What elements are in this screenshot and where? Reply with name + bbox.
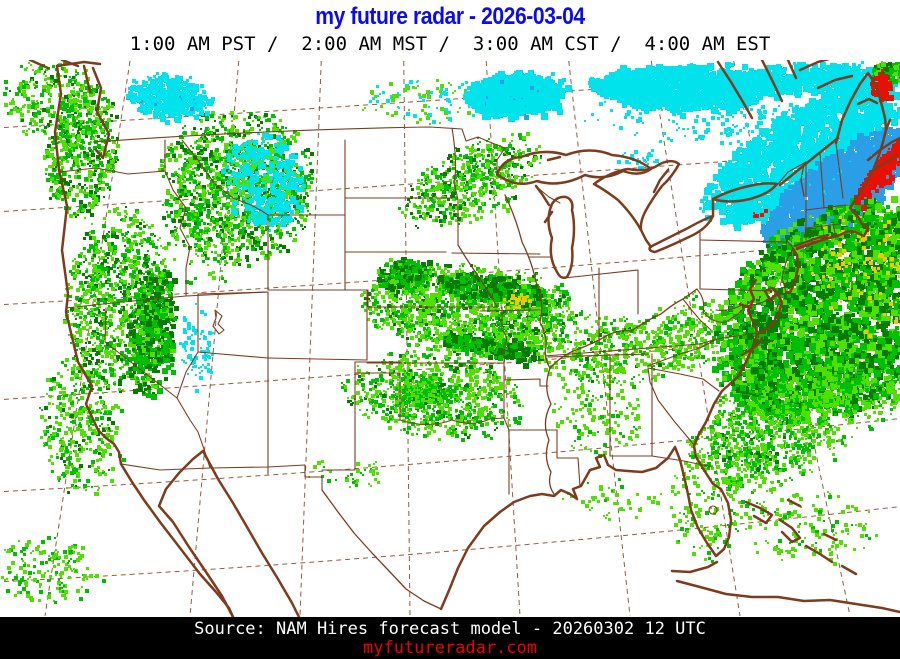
lake-connectors [639, 197, 715, 249]
precipitation-layer [1, 61, 900, 604]
coast-gulf-california [201, 449, 301, 617]
border-missouri-river [457, 244, 498, 308]
border-us-mexico [120, 463, 323, 491]
coast-maine-canada [834, 71, 892, 145]
border-id-mt [181, 139, 269, 216]
border-ks-mo [501, 306, 508, 419]
border-mn-nd-red-river [451, 127, 459, 201]
border-mississippi-river [504, 194, 555, 495]
border-ky-va [682, 298, 712, 331]
border-ma-north [805, 204, 847, 211]
map-canvas [0, 60, 900, 617]
border-canada [92, 126, 506, 175]
border-nj-delaware-river [781, 248, 794, 293]
coast-baja-inner [157, 449, 235, 617]
radar-map [0, 60, 900, 617]
border-ia-mo [479, 309, 541, 312]
coast-nj [784, 247, 800, 295]
coastlines [28, 60, 900, 617]
coast-cuba [675, 579, 900, 614]
website-link[interactable]: myfutureradar.com [0, 639, 900, 658]
border-ky-tn [544, 338, 718, 357]
border-va-nc [716, 332, 758, 340]
border-nv-az [176, 351, 199, 399]
coast-pei [856, 97, 879, 106]
border-ga-sc [647, 367, 696, 447]
coast-gaspe [798, 60, 854, 90]
coast-bahamas [744, 498, 858, 576]
coast-nova-scotia [866, 136, 900, 172]
footer-bar: Source: NAM Hires forecast model - 20260… [0, 617, 900, 659]
border-co-nm [267, 357, 368, 361]
lake-huron [592, 159, 681, 232]
border-ma-south [805, 223, 841, 229]
border-ut-id [197, 291, 269, 295]
lake-michigan [534, 184, 576, 280]
source-text: Source: NAM Hires forecast model - 20260… [0, 617, 900, 639]
lake-okeechobee [708, 505, 718, 515]
border-ar-la [503, 417, 558, 431]
border-pa-ny [699, 239, 796, 251]
coast-st-lawrence [778, 136, 840, 187]
header: my future radar - 2026-03-04 1:00 AM PST… [0, 0, 900, 60]
border-nc-sc [647, 367, 720, 392]
border-ga-fl [651, 455, 713, 468]
border-red-river [399, 417, 505, 426]
coast-puget-sound [28, 60, 111, 160]
border-nh-me [835, 142, 844, 199]
border-mo-ar [503, 378, 549, 387]
border-rio-grande [321, 489, 442, 610]
coast-canada-rivers [716, 60, 798, 120]
border-mn-ia [451, 252, 541, 255]
border-ok-panhandle [354, 361, 401, 374]
great-salt-lake [212, 309, 225, 335]
coast-baja-outer [119, 462, 235, 617]
border-vt-nh [819, 151, 825, 209]
border-ny-canada [777, 161, 807, 185]
border-tn-south [547, 353, 649, 358]
border-42n [65, 291, 269, 309]
coast-new-england [795, 128, 888, 250]
border-ohio-river [549, 288, 698, 369]
coast-florida-keys [670, 560, 719, 574]
border-mi-in-oh [563, 269, 639, 279]
border-ct-ri [832, 223, 837, 238]
coast-gulf-atlantic-florida [439, 332, 759, 611]
border-nm-tx [321, 372, 356, 471]
coast-delmarva [755, 286, 784, 336]
border-or-id-snake [164, 170, 191, 297]
coast-pacific [53, 64, 123, 466]
lake-champlain [800, 163, 805, 197]
border-ms-la [556, 429, 581, 488]
border-wa-or [58, 167, 166, 175]
border-ca-nv [104, 307, 178, 399]
lake-erie [648, 214, 715, 254]
border-tn-nc [647, 338, 718, 367]
coast-nc-barrier [740, 336, 764, 357]
coast-chesapeake-bay [738, 278, 759, 333]
border-ut-az [197, 351, 269, 359]
lake-ontario [711, 182, 779, 203]
border-pa-md [699, 288, 776, 292]
page-title: my future radar - 2026-03-04 [54, 0, 846, 31]
border-mi-wi-up [537, 187, 561, 204]
timezone-subtitle: 1:00 AM PST / 2:00 AM MST / 3:00 AM CST … [0, 33, 900, 55]
